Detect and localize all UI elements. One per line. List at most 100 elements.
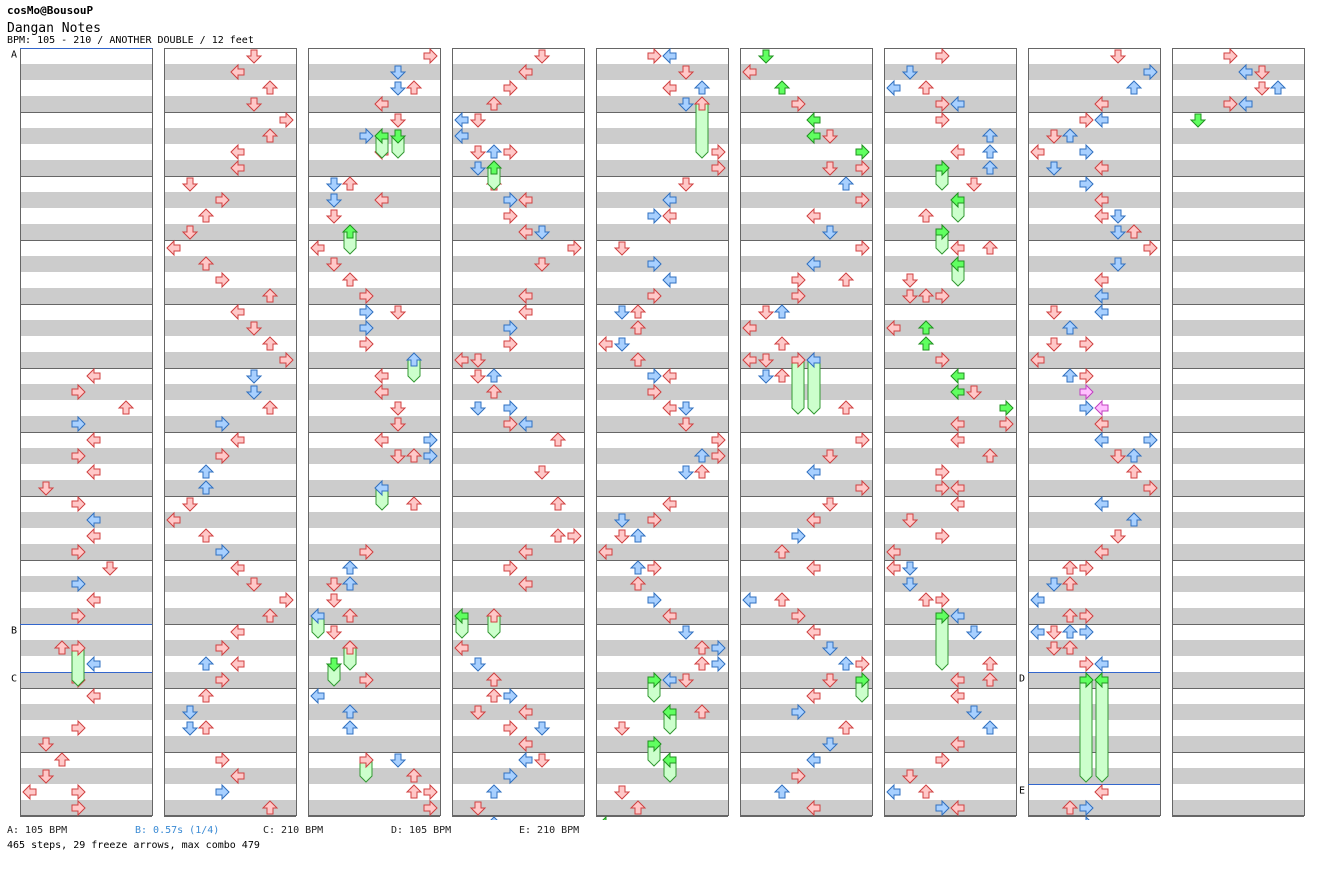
step-arrow — [71, 799, 86, 817]
step-arrow — [374, 479, 389, 497]
step-arrow — [518, 191, 533, 209]
step-arrow — [71, 783, 86, 801]
step-arrow — [567, 239, 582, 257]
step-arrow — [1045, 129, 1063, 144]
step-arrow — [71, 639, 86, 657]
step-arrow — [791, 527, 806, 545]
step-arrow — [837, 176, 855, 191]
step-arrow — [405, 80, 423, 95]
step-arrow — [341, 704, 359, 719]
step-arrow — [1125, 448, 1143, 463]
step-arrow — [821, 497, 839, 512]
step-arrow — [1030, 351, 1045, 369]
step-arrow — [742, 63, 757, 81]
step-arrow — [901, 513, 919, 528]
step-arrow — [503, 79, 518, 97]
step-arrow — [86, 367, 101, 385]
step-arrow — [629, 560, 647, 575]
step-arrow — [485, 368, 503, 383]
chart-column — [740, 48, 873, 817]
step-arrow — [935, 47, 950, 65]
step-arrow — [245, 385, 263, 400]
step-arrow — [821, 673, 839, 688]
step-arrow — [389, 401, 407, 416]
legend-b: B: 0.57s (1/4) — [135, 825, 220, 836]
step-arrow — [518, 543, 533, 561]
step-arrow — [1189, 113, 1207, 128]
step-arrow — [423, 47, 438, 65]
step-arrow — [261, 800, 279, 815]
step-arrow — [1045, 305, 1063, 320]
step-arrow — [1094, 95, 1109, 113]
speed-marker-label: E — [1019, 786, 1025, 797]
step-arrow — [662, 367, 677, 385]
step-arrow — [518, 287, 533, 305]
step-arrow — [935, 351, 950, 369]
step-arrow — [917, 208, 935, 223]
freeze-arrow — [1095, 679, 1109, 783]
step-arrow — [806, 799, 821, 817]
step-arrow — [693, 656, 711, 671]
step-arrow — [485, 384, 503, 399]
step-arrow — [806, 351, 821, 369]
legend-d: D: 105 BPM — [391, 825, 452, 836]
step-arrow — [485, 688, 503, 703]
step-arrow — [518, 575, 533, 593]
step-arrow — [950, 431, 965, 449]
step-arrow — [71, 447, 86, 465]
step-arrow — [757, 305, 775, 320]
step-arrow — [405, 448, 423, 463]
step-arrow — [245, 369, 263, 384]
step-arrow — [230, 303, 245, 321]
step-arrow — [325, 257, 343, 272]
step-arrow — [518, 703, 533, 721]
step-arrow — [1061, 368, 1079, 383]
chart-summary: 465 steps, 29 freeze arrows, max combo 4… — [7, 840, 260, 851]
step-arrow — [310, 607, 325, 625]
step-arrow — [310, 687, 325, 705]
step-arrow — [1079, 335, 1094, 353]
step-arrow — [423, 799, 438, 817]
step-arrow — [261, 608, 279, 623]
step-arrow — [197, 464, 215, 479]
step-arrow — [1143, 63, 1158, 81]
step-arrow — [1094, 783, 1109, 801]
step-arrow — [647, 255, 662, 273]
step-arrow — [693, 96, 711, 111]
step-arrow — [806, 687, 821, 705]
step-arrow — [613, 529, 631, 544]
step-arrow — [454, 351, 469, 369]
step-arrow — [1094, 271, 1109, 289]
step-arrow — [981, 656, 999, 671]
step-arrow — [503, 687, 518, 705]
step-arrow — [117, 400, 135, 415]
step-arrow — [230, 655, 245, 673]
step-arrow — [1094, 207, 1109, 225]
step-arrow — [981, 160, 999, 175]
step-arrow — [950, 239, 965, 257]
step-arrow — [711, 655, 726, 673]
step-arrow — [1030, 591, 1045, 609]
step-arrow — [647, 287, 662, 305]
step-arrow — [423, 447, 438, 465]
step-arrow — [662, 271, 677, 289]
step-arrow — [230, 559, 245, 577]
step-arrow — [389, 65, 407, 80]
step-arrow — [1030, 623, 1045, 641]
step-arrow — [935, 463, 950, 481]
step-arrow — [1094, 111, 1109, 129]
step-arrow — [325, 577, 343, 592]
step-arrow — [901, 769, 919, 784]
step-arrow — [1094, 303, 1109, 321]
step-arrow — [1094, 495, 1109, 513]
step-arrow — [389, 417, 407, 432]
step-arrow — [935, 591, 950, 609]
step-arrow — [197, 720, 215, 735]
step-arrow — [886, 559, 901, 577]
step-arrow — [821, 737, 839, 752]
step-arrow — [965, 385, 983, 400]
step-arrow — [935, 159, 950, 177]
step-arrow — [1094, 191, 1109, 209]
step-arrow — [693, 704, 711, 719]
step-arrow — [518, 303, 533, 321]
